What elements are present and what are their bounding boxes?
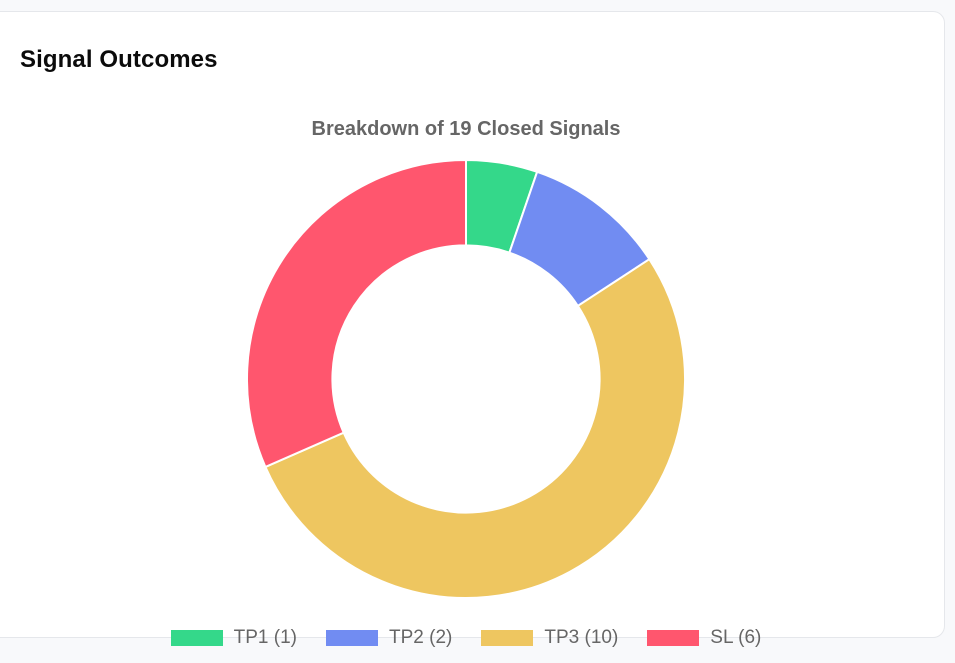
- legend-item-tp1[interactable]: TP1 (1): [170, 627, 298, 649]
- legend-swatch-sl: [647, 630, 700, 646]
- legend-label-tp1: TP1 (1): [233, 627, 298, 648]
- legend-swatch-tp3: [481, 630, 534, 646]
- legend-swatch-tp1: [170, 630, 223, 646]
- legend-label-tp2: TP2 (2): [389, 627, 453, 648]
- legend-item-sl[interactable]: SL (6): [647, 627, 761, 649]
- donut-segments: [246, 158, 686, 599]
- chart-legend: TP1 (1) TP2 (2) TP3 (10) SL (6): [0, 626, 932, 650]
- legend-item-tp3[interactable]: TP3 (10): [481, 627, 618, 649]
- card-title: Signal Outcomes: [20, 46, 218, 73]
- donut-segment-sl[interactable]: [246, 158, 467, 469]
- legend-label-tp3: TP3 (10): [544, 627, 619, 648]
- donut-segment-tp3[interactable]: [264, 257, 686, 599]
- legend-item-tp2[interactable]: TP2 (2): [326, 627, 452, 649]
- legend-label-sl: SL (6): [710, 627, 762, 648]
- chart-title: Breakdown of 19 Closed Signals: [311, 118, 621, 140]
- legend-swatch-tp2: [326, 630, 379, 646]
